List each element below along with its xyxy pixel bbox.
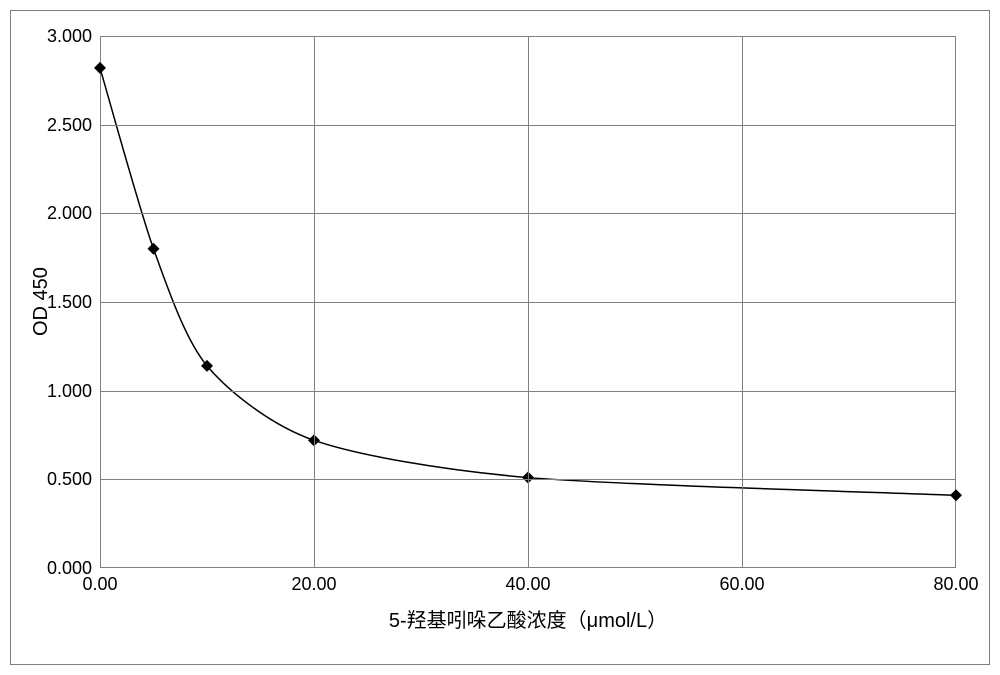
y-tick-label: 3.000 (47, 26, 92, 47)
y-tick-label: 2.500 (47, 115, 92, 136)
x-tick-label: 0.00 (82, 574, 117, 595)
x-tick-label: 80.00 (933, 574, 978, 595)
x-tick-label: 60.00 (719, 574, 764, 595)
gridline-vertical (528, 36, 529, 568)
series-marker (148, 243, 160, 255)
x-tick-label: 40.00 (505, 574, 550, 595)
y-tick-label: 2.000 (47, 203, 92, 224)
series-marker (950, 489, 962, 501)
x-tick-label: 20.00 (291, 574, 336, 595)
gridline-vertical (742, 36, 743, 568)
series-marker (94, 62, 106, 74)
y-tick-label: 0.500 (47, 469, 92, 490)
gridline-vertical (314, 36, 315, 568)
chart-series (0, 0, 1000, 675)
y-tick-label: 1.500 (47, 292, 92, 313)
y-tick-label: 1.000 (47, 381, 92, 402)
